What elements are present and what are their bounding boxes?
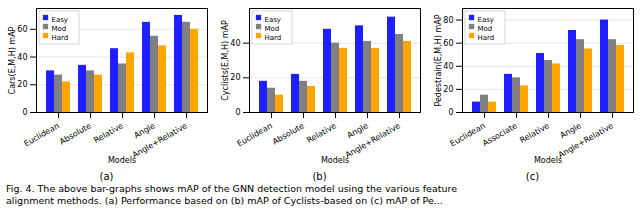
svg-text:Pedestrain(E,M,H) mAP: Pedestrain(E,M,H) mAP	[434, 14, 443, 106]
svg-text:60: 60	[17, 25, 27, 34]
html-text:alignment methods. (a) Perform: alignment methods. (a) Performance based…	[6, 195, 443, 206]
svg-text:Associate: Associate	[481, 121, 519, 148]
svg-text:Cyclists(E,M,H) mAP: Cyclists(E,M,H) mAP	[221, 20, 230, 101]
svg-text:0: 0	[448, 108, 453, 117]
svg-text:Easy: Easy	[52, 16, 69, 24]
svg-text:Hard: Hard	[52, 34, 69, 42]
svg-text:Easy: Easy	[478, 16, 495, 24]
svg-text:40: 40	[443, 62, 453, 71]
svg-text:Relative: Relative	[518, 121, 551, 145]
svg-text:0: 0	[22, 108, 27, 117]
svg-text:0: 0	[235, 108, 240, 117]
svg-text:Euclidean: Euclidean	[236, 121, 274, 148]
svg-text:60: 60	[443, 39, 453, 48]
svg-text:Relative: Relative	[92, 121, 125, 145]
svg-text:Models: Models	[108, 156, 136, 165]
svg-text:Hard: Hard	[478, 34, 495, 42]
svg-text:Angle: Angle	[559, 121, 583, 140]
svg-text:20: 20	[230, 73, 240, 82]
svg-text:20: 20	[17, 80, 27, 89]
svg-text:Angle+Relative: Angle+Relative	[131, 121, 189, 160]
svg-text:Cars(E,M,H) mAP: Cars(E,M,H) mAP	[8, 26, 17, 94]
svg-text:Easy: Easy	[265, 16, 282, 24]
html-text:(b): (b)	[312, 171, 327, 182]
svg-text:Angle+Relative: Angle+Relative	[344, 121, 402, 160]
svg-text:Models: Models	[321, 156, 349, 165]
svg-text:20: 20	[443, 85, 453, 94]
html-text:(c): (c)	[525, 171, 540, 182]
svg-text:Euclidean: Euclidean	[449, 121, 487, 148]
svg-text:Relative: Relative	[305, 121, 338, 145]
svg-text:Absolute: Absolute	[271, 121, 306, 146]
svg-text:Mod: Mod	[265, 25, 280, 33]
svg-text:40: 40	[17, 53, 27, 62]
svg-text:80: 80	[443, 16, 453, 25]
svg-text:Angle+Relative: Angle+Relative	[557, 121, 615, 160]
svg-text:Mod: Mod	[478, 25, 493, 33]
svg-text:Mod: Mod	[52, 25, 67, 33]
html-text:(a): (a)	[99, 171, 114, 182]
svg-text:Angle: Angle	[133, 121, 157, 140]
html-text:Fig. 4. The above bar-graphs s: Fig. 4. The above bar-graphs shows mAP o…	[6, 183, 457, 194]
svg-text:Hard: Hard	[265, 34, 282, 42]
svg-text:40: 40	[230, 39, 240, 48]
svg-text:Absolute: Absolute	[58, 121, 93, 146]
svg-text:Euclidean: Euclidean	[23, 121, 61, 148]
svg-text:Angle: Angle	[346, 121, 370, 140]
svg-text:Models: Models	[534, 156, 562, 165]
